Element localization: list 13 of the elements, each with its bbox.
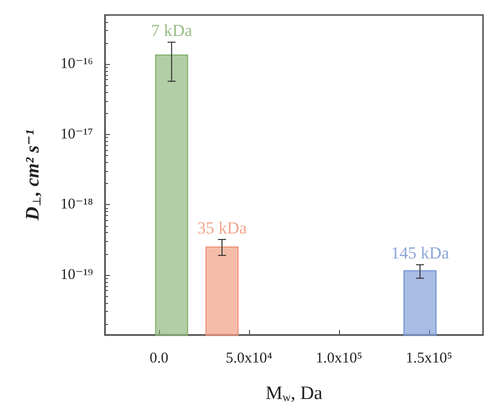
x-tick-label: 1.0x10⁵ <box>316 350 362 366</box>
x-axis-title: Mw, Da <box>266 382 323 404</box>
x-tick-label: 0.0 <box>150 350 168 366</box>
y-tick-label: 10⁻¹⁸ <box>60 196 93 213</box>
annotation: 7 kDa <box>151 21 193 40</box>
annotation: 145 kDa <box>390 244 450 263</box>
y-axis-title: D⊥, cm² s⁻¹ <box>22 129 44 222</box>
x-tick-label: 1.5x10⁵ <box>406 350 452 366</box>
y-tick-label: 10⁻¹⁹ <box>60 266 93 283</box>
y-tick-label: 10⁻¹⁶ <box>60 56 93 72</box>
y-tick-label: 10⁻¹⁷ <box>60 126 93 142</box>
x-tick-label: 5.0x10⁴ <box>226 350 272 366</box>
annotation: 35 kDa <box>197 218 248 238</box>
